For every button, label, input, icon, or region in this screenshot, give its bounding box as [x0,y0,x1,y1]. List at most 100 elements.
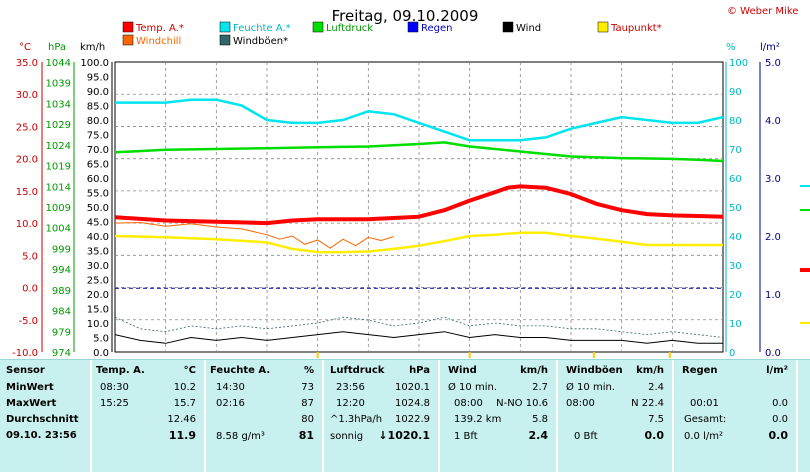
series-line-wind [114,331,723,344]
pressure-tick-label: 974 [52,348,71,359]
current-timestamp: 09.10. 23:56 [6,430,77,441]
pressure-max-value: 1024.8 [395,398,430,409]
wind-tick-label: 75.0 [87,131,109,142]
stats-table: Sensor MinWert MaxWert Durchschnitt 09.1… [0,359,810,472]
wind-unit: km/h [520,365,548,376]
temp-axis-label: °C [19,42,31,53]
grid-lines [115,62,723,352]
rain-max-value: 0.0 [772,398,788,409]
series-line-temp-a [114,184,724,226]
humidity-min-time: 14:30 [216,382,245,393]
gusts-avg10-value: 2.4 [648,382,664,393]
gusts-unit: km/h [636,365,664,376]
wind-max-value: N-NO 10.6 [496,398,548,409]
pressure-tick-label: 1039 [46,79,71,90]
min-label: MinWert [6,382,54,393]
temp-tick-label: -10.0 [12,348,38,359]
gusts-column: Windböen km/h Ø 10 min. 2.4 08:00 N 22.4… [558,360,674,472]
chart-title: Freitag, 09.10.2009 [332,7,479,25]
weather-chart: Freitag, 09.10.2009 © Weber Mike Temp. A… [12,6,810,359]
temp-max-time: 15:25 [100,398,129,409]
rain-total-value: 0.0 [772,414,788,425]
wind-avg10-value: 2.7 [532,382,548,393]
avg-label: Durchschnitt [6,414,79,425]
chart-series [114,98,724,344]
temp-tick-label: 30.0 [16,90,38,101]
axis-ticks: 35.0 30.0 25.0 20.0 15.0 10.0 5.0 0.0 -5.0 -10.0 1… [12,58,781,359]
pressure-unit: hPa [409,365,430,376]
temp-tick-label: 15.0 [16,187,38,198]
rain-total-label: Gesamt: [684,414,727,425]
legend-label: Regen [421,23,453,34]
legend-label: Temp. A.* [135,23,184,34]
legend-swatch [502,21,514,33]
rain-tick-label: 1.0 [765,290,781,301]
wind-max-time: 08:00 [454,398,483,409]
temp-title: Temp. A. [96,365,145,376]
row-labels-column: Sensor MinWert MaxWert Durchschnitt 09.1… [0,360,92,472]
wind-tick-label: 5.0 [93,334,109,345]
gusts-avg10-label: Ø 10 min. [566,382,615,393]
wind-tick-label: 85.0 [87,102,109,113]
temp-tick-label: 35.0 [16,58,38,69]
wind-title: Wind [448,365,477,376]
legend-swatch [312,21,324,33]
legend-label: Luftdruck [326,23,373,34]
sensor-label: Sensor [6,365,45,376]
humidity-tick-label: 70 [729,145,742,156]
wind-tick-label: 55.0 [87,189,109,200]
wind-beaufort: 1 Bft [454,431,478,442]
rain-unit: l/m² [766,365,788,376]
legend-swatch [219,34,231,46]
humidity-min-value: 73 [301,382,314,393]
legend-swatch [122,34,134,46]
humidity-absolute: 8.58 g/m³ [216,431,265,442]
series-line-windchill [114,222,394,249]
legend-label: Feuchte A.* [233,23,291,34]
legend-swatch [407,21,419,33]
humidity-tick-label: 20 [729,290,742,301]
legend-label: Windchill [136,36,181,47]
humidity-max-time: 02:16 [216,398,245,409]
series-line-taupunkt [114,231,723,254]
gusts-beaufort: 0 Bft [574,431,598,442]
rain-tick-label: 5.0 [765,58,781,69]
legend-label: Taupunkt* [610,23,662,34]
wind-tick-label: 95.0 [87,73,109,84]
wind-run-distance: 139.2 km [454,414,502,425]
humidity-max-value: 87 [301,398,314,409]
pressure-title: Luftdruck [330,365,385,376]
time-markers: 11:1007:4213:5618:5221:52 [316,352,671,358]
temp-min-value: 10.2 [173,382,196,393]
humidity-unit: % [303,365,314,376]
temp-avg-value: 12.46 [167,414,196,425]
wind-tick-label: 15.0 [87,305,109,316]
rain-today-value: 0.0 l/m² [684,431,723,442]
wind-avg10-label: Ø 10 min. [448,382,497,393]
humidity-tick-label: 90 [729,87,742,98]
series-line-windb-en [114,316,724,338]
pressure-axis-label: hPa [48,42,66,53]
rain-tick-label: 4.0 [765,116,781,127]
wind-tick-label: 30.0 [87,261,109,272]
pressure-tick-label: 1019 [46,162,71,173]
wind-tick-label: 20.0 [87,290,109,301]
pressure-tick-label: 994 [52,265,71,276]
wind-tick-label: 80.0 [87,116,109,127]
pressure-max-time: 12:20 [336,398,365,409]
temp-min-time: 08:30 [100,382,129,393]
pressure-tick-label: 1004 [46,224,71,235]
pressure-tick-label: 1034 [46,99,71,110]
humidity-avg-value: 80 [301,414,314,425]
humidity-tick-label: 60 [729,174,742,185]
humidity-tick-label: 10 [729,319,742,330]
gusts-title: Windböen [566,365,623,376]
gusts-avg-value: 7.5 [648,414,664,425]
temp-tick-label: 5.0 [22,251,38,262]
humidity-tick-label: 0 [729,348,735,359]
wind-tick-label: 35.0 [87,247,109,258]
legend-swatch [597,21,609,33]
pressure-tick-label: 1029 [46,120,71,131]
legend-swatch [219,21,231,33]
rain-current-value: 0.0 [768,429,789,442]
